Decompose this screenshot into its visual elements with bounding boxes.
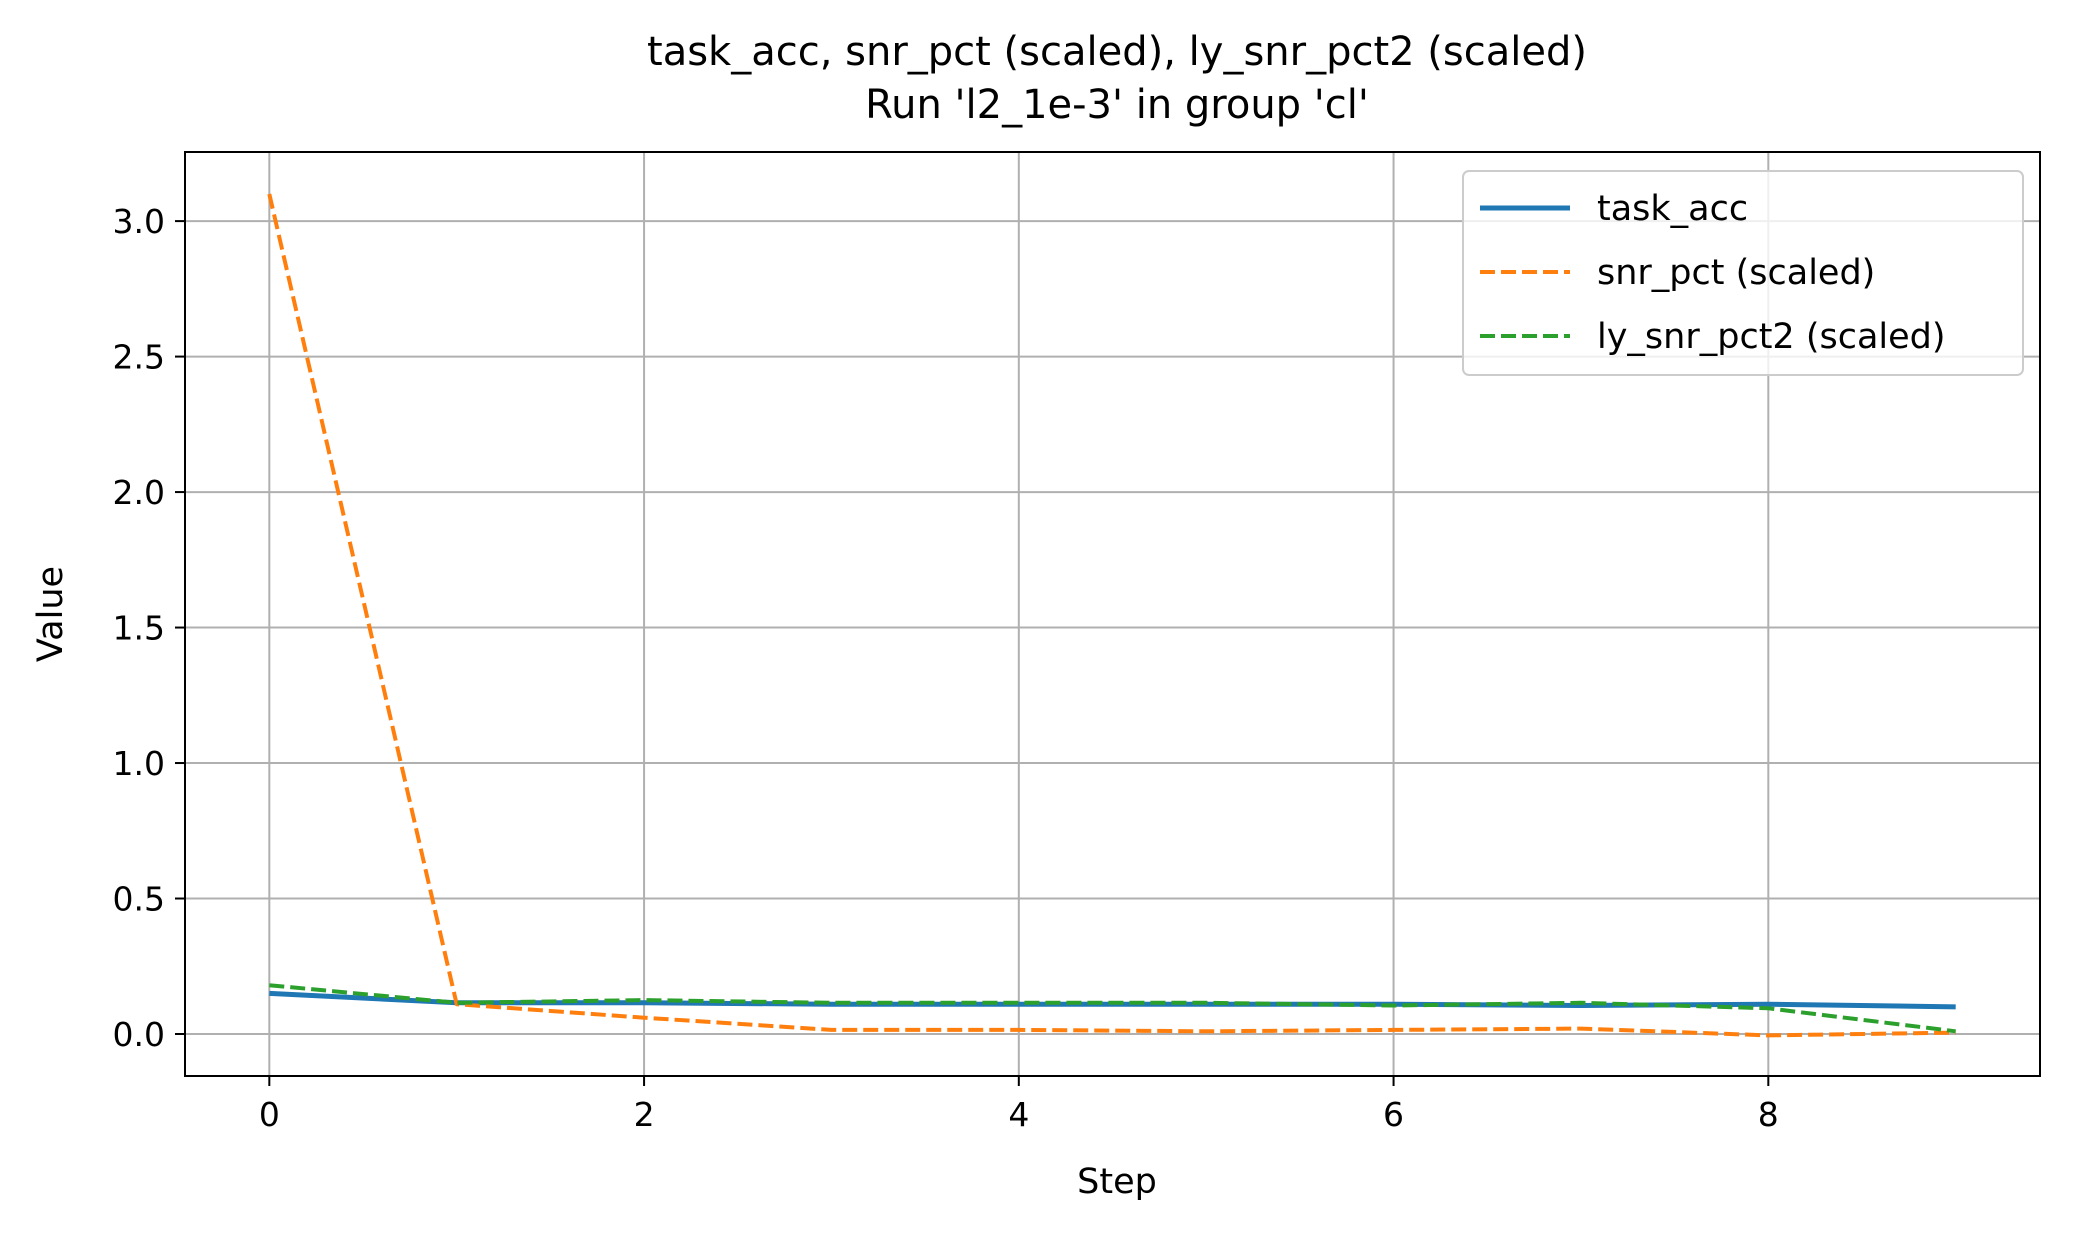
y-tick-label: 3.0	[113, 202, 165, 241]
legend-label-snr-pct: snr_pct (scaled)	[1597, 253, 1875, 293]
y-axis-label: Value	[31, 566, 71, 662]
series-line-ly-snr-pct2-scaled	[269, 983, 1956, 1034]
legend: task_acc snr_pct (scaled) ly_snr_pct2 (s…	[1462, 170, 2024, 376]
x-tick-label: 0	[259, 1095, 280, 1134]
plot-frame	[184, 151, 2041, 1077]
x-tick-label: 6	[1383, 1095, 1404, 1134]
chart-subtitle: Run 'l2_1e-3' in group 'cl'	[865, 82, 1369, 128]
axis-ticks: 0 2 4 6 8 0.0 0.5 1.0 1.5 2.0 2.5 3.0	[113, 202, 1779, 1134]
y-tick-label: 1.5	[113, 609, 165, 648]
chart-title: task_acc, snr_pct (scaled), ly_snr_pct2 …	[647, 29, 1587, 75]
y-tick-label: 1.0	[113, 744, 165, 783]
x-tick-label: 4	[1008, 1095, 1029, 1134]
x-tick-label: 8	[1758, 1095, 1779, 1134]
legend-box	[1462, 170, 2024, 376]
y-tick-label: 0.0	[113, 1015, 165, 1054]
x-axis-label: Step	[1077, 1162, 1157, 1202]
y-tick-label: 2.0	[113, 473, 165, 512]
y-tick-label: 2.5	[113, 338, 165, 377]
plot-series	[267, 193, 1956, 1038]
x-tick-label: 2	[634, 1095, 655, 1134]
series-line-snr-pct-scaled	[267, 193, 1956, 1038]
legend-label-ly-snr-pct2: ly_snr_pct2 (scaled)	[1597, 317, 1946, 357]
legend-label-task-acc: task_acc	[1597, 189, 1748, 229]
y-tick-label: 0.5	[113, 880, 165, 919]
